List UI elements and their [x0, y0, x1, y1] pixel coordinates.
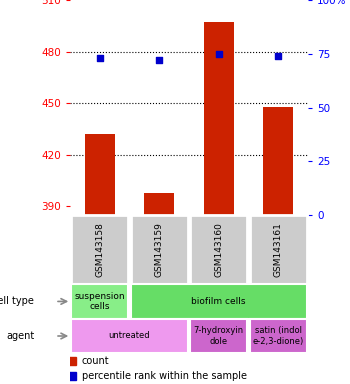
Bar — [71, 284, 128, 319]
Text: cell type: cell type — [0, 296, 34, 306]
Bar — [190, 215, 247, 284]
Text: untreated: untreated — [109, 331, 150, 341]
Point — [97, 55, 103, 61]
Point — [156, 57, 162, 63]
Text: GSM143161: GSM143161 — [274, 222, 283, 277]
Bar — [190, 319, 247, 353]
Point — [216, 51, 222, 57]
Text: 7-hydroxyin
dole: 7-hydroxyin dole — [194, 326, 244, 346]
Bar — [131, 215, 188, 284]
Bar — [71, 319, 188, 353]
Text: count: count — [82, 356, 110, 366]
Bar — [250, 215, 307, 284]
Text: GSM143159: GSM143159 — [155, 222, 164, 277]
Bar — [131, 284, 307, 319]
Bar — [71, 215, 128, 284]
Text: GSM143158: GSM143158 — [95, 222, 104, 277]
Text: agent: agent — [6, 331, 34, 341]
Bar — [144, 193, 174, 215]
Text: GSM143160: GSM143160 — [214, 222, 223, 277]
Point — [275, 53, 281, 59]
Bar — [204, 22, 233, 215]
Text: percentile rank within the sample: percentile rank within the sample — [82, 371, 247, 381]
Bar — [263, 107, 293, 215]
Bar — [85, 134, 115, 215]
Text: satin (indol
e-2,3-dione): satin (indol e-2,3-dione) — [253, 326, 304, 346]
Bar — [250, 319, 307, 353]
Text: suspension
cells: suspension cells — [75, 292, 125, 311]
Text: biofilm cells: biofilm cells — [191, 297, 246, 306]
